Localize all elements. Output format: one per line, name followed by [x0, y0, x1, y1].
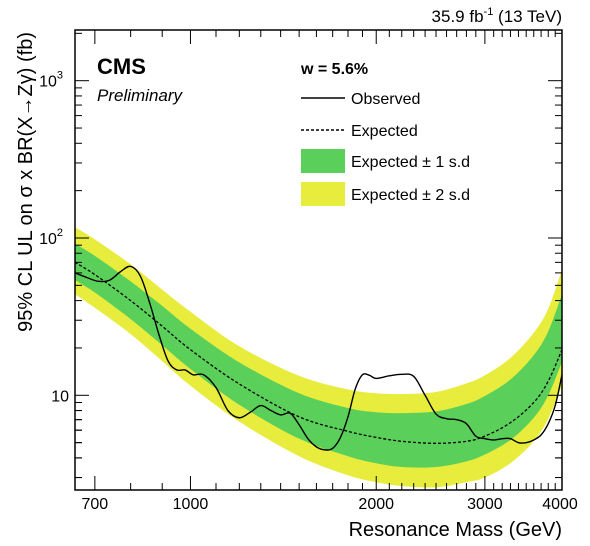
y-tick-label: 10	[51, 388, 69, 405]
x-axis-title: Resonance Mass (GeV)	[349, 519, 562, 541]
axis-ticks: 700 1000 2000 3000 4000 10 102 103	[39, 30, 578, 513]
y-axis-title: 95% CL UL on σ x BR(X→Zγ) (fb)	[15, 32, 37, 332]
y-tick-label: 102	[39, 227, 63, 248]
legend-observed-label: Observed	[351, 91, 420, 108]
x-tick-label: 1000	[173, 496, 209, 513]
legend-expected-label: Expected	[351, 123, 418, 140]
width-label: w = 5.6%	[300, 61, 368, 78]
legend-band1-swatch	[301, 149, 345, 173]
legend-band2-swatch	[301, 182, 345, 206]
expected-1sd-band	[75, 243, 562, 468]
legend-band1-label: Expected ± 1 s.d	[351, 154, 470, 171]
plot-frame	[74, 29, 563, 491]
x-tick-label: 4000	[542, 496, 578, 513]
observed-line	[75, 265, 562, 451]
legend: w = 5.6% Observed Expected Expected ± 1 …	[300, 61, 470, 206]
plot-area	[75, 227, 562, 488]
x-tick-label: 700	[82, 496, 109, 513]
y-tick-label: 103	[39, 70, 63, 91]
experiment-label: CMS	[97, 54, 146, 79]
x-tick-label: 2000	[358, 496, 394, 513]
status-label: Preliminary	[97, 86, 184, 105]
lumi-label: 35.9 fb-1 (13 TeV)	[432, 6, 562, 26]
x-tick-label: 3000	[467, 496, 503, 513]
legend-band2-label: Expected ± 2 s.d	[351, 187, 470, 204]
